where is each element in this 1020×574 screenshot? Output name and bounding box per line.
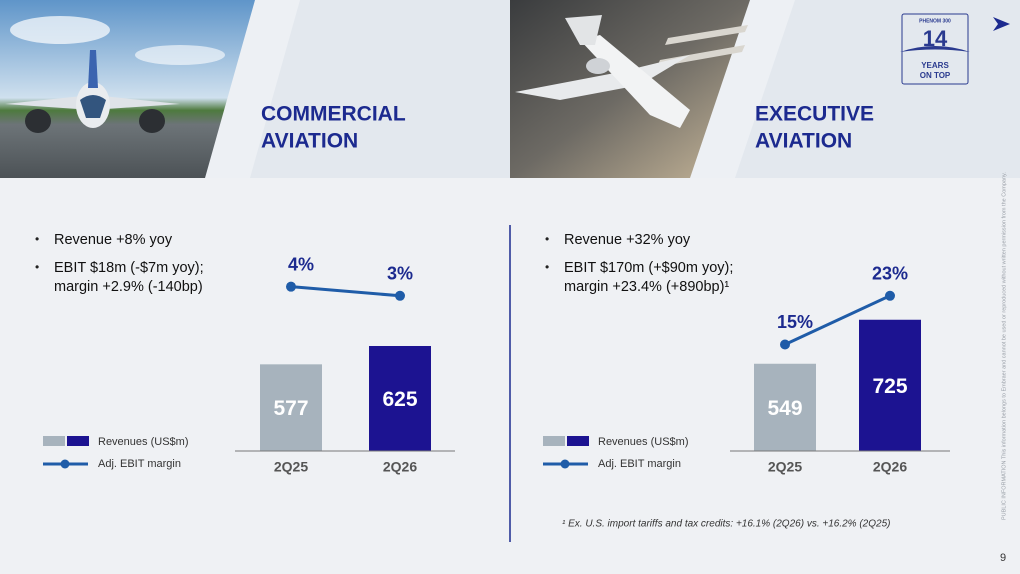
bar-value-label: 549 [767, 397, 802, 420]
legend-swatch [543, 436, 565, 446]
line-value-label: 15% [777, 312, 813, 332]
bullet-dot: • [545, 232, 549, 246]
bullet-text: Revenue +8% yoy [54, 232, 173, 248]
bullet-dot: • [35, 260, 39, 274]
legend-label: Revenues (US$m) [598, 436, 688, 448]
section-title: COMMERCIAL [261, 103, 406, 126]
bar-value-label: 725 [872, 375, 907, 398]
legend-swatch [567, 436, 589, 446]
x-tick-label: 2Q26 [873, 459, 907, 475]
engine [25, 109, 51, 133]
line-point [780, 339, 790, 350]
x-tick-label: 2Q26 [383, 459, 417, 475]
logo-wings [900, 46, 970, 52]
x-tick-label: 2Q25 [768, 459, 802, 475]
nav-arrow [993, 17, 1010, 31]
bar [260, 364, 322, 451]
jet-body [580, 35, 690, 128]
cloud [10, 16, 110, 44]
line-value-label: 3% [387, 264, 413, 284]
line-value-label: 23% [872, 264, 908, 284]
commercial-photo [0, 0, 255, 178]
jet-tail [565, 15, 602, 45]
section-title: EXECUTIVE [755, 103, 874, 126]
line [290, 285, 401, 298]
legend-swatch [43, 436, 65, 446]
bar [754, 363, 816, 451]
cloud [135, 45, 225, 65]
bullet-text: margin +23.4% (+890bp)¹ [564, 279, 729, 295]
airliner-nose [80, 95, 106, 118]
legend-swatch [67, 436, 89, 446]
bullet-text: margin +2.9% (-140bp) [54, 279, 203, 295]
line-point [286, 281, 296, 292]
jet-engine [586, 58, 610, 74]
jet-wing [515, 55, 690, 100]
airliner-tail [88, 50, 98, 88]
line-point [395, 290, 405, 301]
section-title: AVIATION [755, 130, 852, 153]
legend-dot [560, 459, 570, 469]
legend-dot [60, 459, 70, 469]
header-strip [690, 0, 795, 178]
bar [369, 346, 431, 451]
logo-brand: PHENOM 300 [919, 18, 951, 24]
x-tick-label: 2Q25 [274, 459, 308, 475]
engine [139, 109, 165, 133]
bar-value-label: 577 [273, 397, 308, 420]
bullet-dot: • [545, 260, 549, 274]
logo-badge [901, 13, 969, 85]
footnote: ¹ Ex. U.S. import tariffs and tax credit… [562, 519, 890, 530]
legend-label: Adj. EBIT margin [598, 458, 681, 470]
bar-value-label: 625 [382, 388, 417, 411]
line-value-label: 4% [288, 254, 314, 274]
legend-label: Adj. EBIT margin [98, 458, 181, 470]
page-number: 9 [1000, 552, 1006, 564]
bullet-text: EBIT $18m (-$7m yoy); [54, 260, 204, 276]
logo-caption: YEARS [921, 61, 949, 70]
legend-label: Revenues (US$m) [98, 436, 188, 448]
section-title: AVIATION [261, 130, 358, 153]
line-point [885, 290, 895, 301]
runway-marking [665, 25, 748, 45]
bar [859, 319, 921, 451]
logo-number: 14 [923, 26, 948, 51]
bullet-text: Revenue +32% yoy [564, 232, 691, 248]
bullet-dot: • [35, 232, 39, 246]
header-strip [205, 0, 300, 178]
line [784, 294, 891, 346]
side-note: PUBLIC INFORMATION This information belo… [1001, 172, 1007, 520]
bullet-text: EBIT $170m (+$90m yoy); [564, 260, 733, 276]
logo-caption: ON TOP [920, 71, 951, 80]
